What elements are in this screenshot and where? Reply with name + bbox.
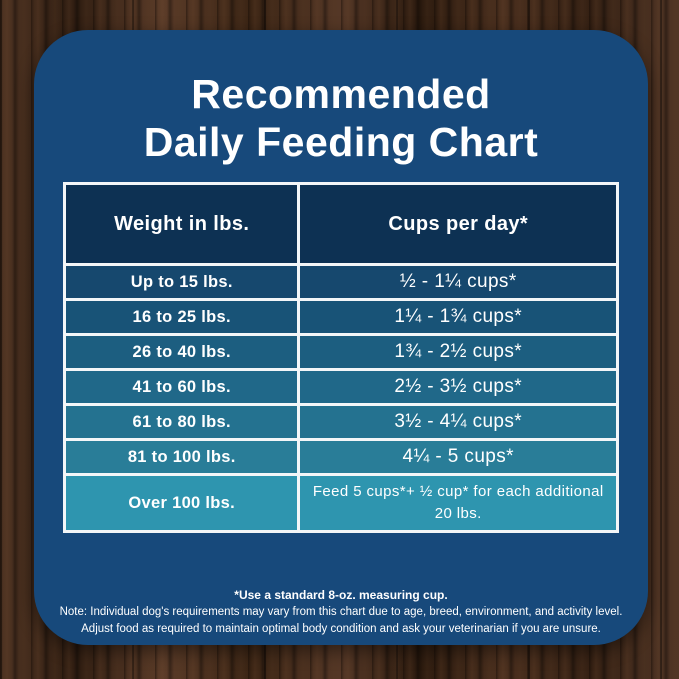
- table-row: Up to 15 lbs. ½ - 1¼ cups*: [62, 263, 619, 301]
- table-header-row: Weight in lbs. Cups per day*: [62, 182, 619, 266]
- feeding-chart-table: Weight in lbs. Cups per day* Up to 15 lb…: [62, 182, 619, 533]
- weight-cell: 41 to 60 lbs.: [62, 368, 301, 406]
- weight-cell: 26 to 40 lbs.: [62, 333, 301, 371]
- cups-cell: 1¾ - 2½ cups*: [297, 333, 619, 371]
- table-row: 81 to 100 lbs. 4¼ - 5 cups*: [62, 438, 619, 476]
- table-row: 16 to 25 lbs. 1¼ - 1¾ cups*: [62, 298, 619, 336]
- weight-cell: Up to 15 lbs.: [62, 263, 301, 301]
- page-title-line2: Daily Feeding Chart: [143, 119, 539, 166]
- cups-cell: ½ - 1¼ cups*: [297, 263, 619, 301]
- table-row: Over 100 lbs. Feed 5 cups*+ ½ cup* for e…: [62, 473, 619, 533]
- measuring-cup-note: *Use a standard 8-oz. measuring cup.: [234, 588, 448, 602]
- weight-cell: Over 100 lbs.: [62, 473, 301, 533]
- weight-cell: 16 to 25 lbs.: [62, 298, 301, 336]
- feeding-chart-card: Recommended Daily Feeding Chart Weight i…: [34, 30, 648, 645]
- cups-cell: 2½ - 3½ cups*: [297, 368, 619, 406]
- cups-cell: 3½ - 4¼ cups*: [297, 403, 619, 441]
- table-row: 61 to 80 lbs. 3½ - 4¼ cups*: [62, 403, 619, 441]
- table-row: 26 to 40 lbs. 1¾ - 2½ cups*: [62, 333, 619, 371]
- cups-cell: Feed 5 cups*+ ½ cup* for each additional…: [297, 473, 619, 533]
- weight-header-cell: Weight in lbs.: [62, 182, 301, 266]
- cups-header-cell: Cups per day*: [297, 182, 619, 266]
- table-row: 41 to 60 lbs. 2½ - 3½ cups*: [62, 368, 619, 406]
- requirements-note: Note: Individual dog's requirements may …: [59, 606, 623, 618]
- footnotes: *Use a standard 8-oz. measuring cup. Not…: [34, 586, 648, 639]
- cups-cell: 1¼ - 1¾ cups*: [297, 298, 619, 336]
- cups-cell: 4¼ - 5 cups*: [297, 438, 619, 476]
- page-title: Recommended Daily Feeding Chart: [34, 70, 648, 167]
- page-title-line1: Recommended: [191, 71, 491, 117]
- veterinarian-note: Adjust food as required to maintain opti…: [81, 623, 601, 636]
- weight-cell: 81 to 100 lbs.: [62, 438, 301, 476]
- weight-cell: 61 to 80 lbs.: [62, 403, 301, 441]
